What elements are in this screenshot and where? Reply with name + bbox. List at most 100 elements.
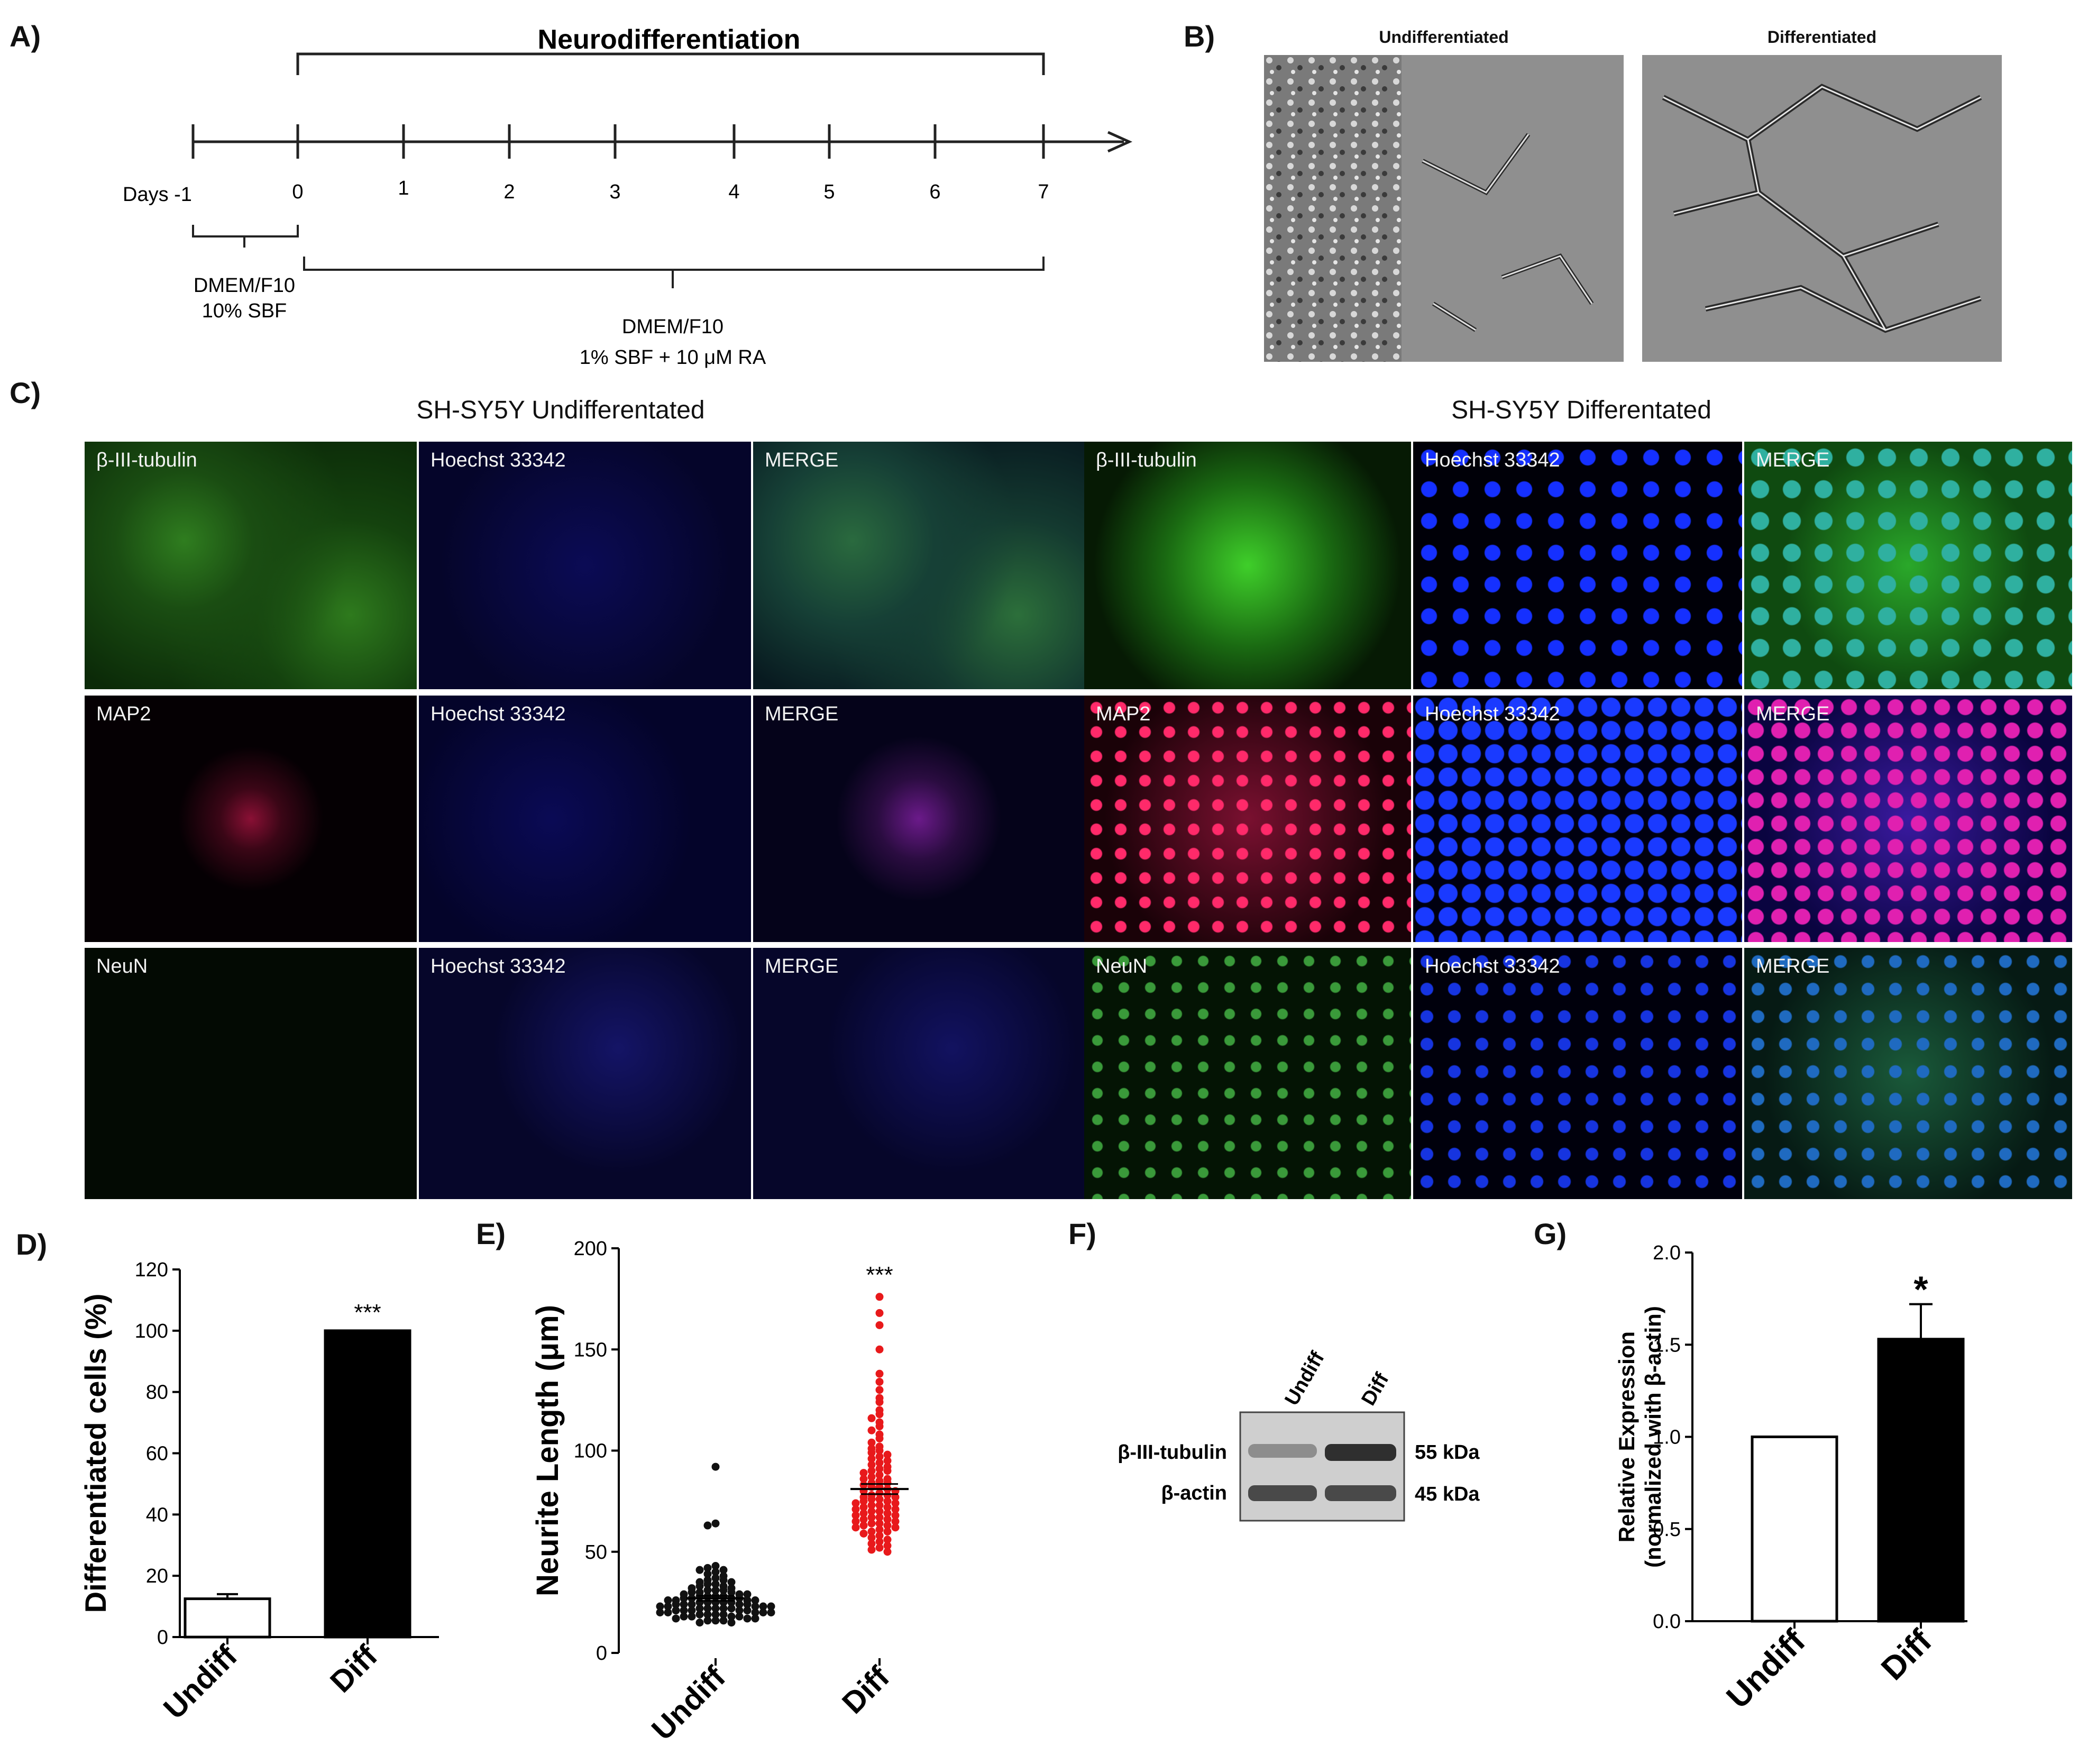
data-point	[664, 1608, 672, 1616]
data-point	[656, 1608, 664, 1616]
data-point	[711, 1574, 720, 1582]
data-point	[859, 1475, 868, 1483]
data-point	[883, 1528, 892, 1535]
data-point	[867, 1467, 876, 1475]
y-tick-label: 100	[135, 1320, 168, 1342]
micrograph-tile: MERGE	[1744, 948, 2072, 1199]
panel-a-label: A)	[10, 20, 41, 53]
data-point	[759, 1602, 767, 1611]
data-point	[859, 1503, 868, 1512]
data-point	[703, 1521, 712, 1530]
y-tick-label: 0.0	[1653, 1611, 1681, 1633]
micrograph-tile: NeuN	[1084, 948, 1411, 1199]
data-point	[695, 1604, 704, 1613]
data-point	[875, 1465, 884, 1473]
data-point	[711, 1562, 720, 1570]
data-point	[875, 1501, 884, 1510]
x-tick-label: Diff	[1874, 1623, 1939, 1687]
band-tubulin-label: β-III-tubulin	[1118, 1441, 1227, 1464]
y-tick-label: 1.5	[1653, 1334, 1681, 1356]
data-point	[867, 1455, 876, 1463]
x-tick-label: Undiff	[645, 1660, 732, 1745]
data-point	[883, 1503, 892, 1512]
data-point	[767, 1602, 775, 1611]
data-point	[751, 1596, 759, 1605]
data-point	[680, 1594, 688, 1603]
data-point	[735, 1612, 744, 1621]
y-tick-label: 20	[146, 1565, 168, 1587]
immunofluorescence-grid: β-III-tubulin Hoechst 33342 MERGE β-III-tub…	[85, 442, 2073, 1199]
micrograph-label: β-III-tubulin	[1096, 449, 1197, 471]
x-tick-label: Diff	[836, 1660, 896, 1721]
data-point	[664, 1596, 672, 1605]
y-tick-label: 120	[135, 1259, 168, 1281]
data-point	[867, 1546, 876, 1554]
data-point	[672, 1600, 680, 1608]
micrograph-tile: MERGE	[1744, 696, 2072, 942]
data-point	[875, 1309, 884, 1317]
medium2-line2: 1% SBF + 10 μM RA	[580, 346, 766, 369]
chart-e-neurite-length: 0 50 100 150 200 Neurite Length (μm) Undiff Dif…	[530, 1238, 909, 1745]
day-label: 4	[728, 181, 739, 203]
micrograph-tile: Hoechst 33342	[419, 442, 751, 689]
data-point	[703, 1586, 712, 1594]
data-point	[743, 1590, 752, 1598]
data-point	[711, 1463, 720, 1471]
data-point	[695, 1566, 704, 1574]
data-point	[883, 1509, 892, 1518]
chart-g-relative-expression: 0.0 0.5 1.0 1.5 2.0 Relative Expression (norma…	[1614, 1242, 1967, 1716]
data-point	[859, 1497, 868, 1505]
data-point	[727, 1578, 736, 1586]
y-tick-label: 0	[157, 1626, 168, 1649]
data-point	[875, 1458, 884, 1467]
data-point	[664, 1602, 672, 1611]
y-tick-label: 40	[146, 1504, 168, 1526]
data-point	[891, 1505, 900, 1513]
phase-undiff-title: Undifferentiated	[1379, 28, 1509, 47]
differentiated-title: SH-SY5Y Differentated	[1451, 396, 1711, 424]
data-point	[875, 1525, 884, 1534]
micrograph-label: MERGE	[765, 449, 839, 471]
day-label: 3	[609, 181, 620, 203]
data-point	[867, 1414, 876, 1422]
micrograph-label: MERGE	[1756, 449, 1830, 471]
data-point	[703, 1610, 712, 1619]
long-bracket	[303, 257, 1045, 288]
micrograph-tile: β-III-tubulin	[1084, 442, 1411, 689]
lane-undiff-label: Undiff	[1280, 1348, 1329, 1409]
day-label: 7	[1038, 181, 1049, 203]
data-point	[867, 1539, 876, 1548]
data-point	[875, 1470, 884, 1479]
data-point	[891, 1517, 900, 1525]
micrograph-tile: MAP2	[85, 696, 417, 942]
y-tick-label: 100	[574, 1440, 607, 1463]
data-point	[867, 1528, 876, 1535]
data-point	[883, 1467, 892, 1475]
data-point	[867, 1495, 876, 1503]
western-blot: Undiff Diff β-III-tubulin β-actin 55 kDa…	[1118, 1348, 1480, 1522]
day-label: 6	[929, 181, 940, 203]
data-point	[891, 1493, 900, 1501]
neurodiff-bracket	[296, 52, 1045, 75]
band-actin-diff	[1325, 1485, 1396, 1501]
micrograph-tile: Hoechst 33342	[1413, 948, 1742, 1199]
data-point	[875, 1434, 884, 1443]
y-tick-label: 150	[574, 1339, 607, 1361]
data-point	[875, 1447, 884, 1455]
size-55-label: 55 kDa	[1415, 1441, 1480, 1464]
phase-contrast-undifferentiated	[1264, 55, 1624, 362]
data-point	[891, 1523, 900, 1532]
data-point	[672, 1614, 680, 1623]
band-tubulin-diff	[1325, 1444, 1396, 1461]
data-point	[851, 1511, 860, 1520]
data-point	[883, 1450, 892, 1459]
y-axis-label: Relative Expression	[1614, 1331, 1639, 1542]
data-point	[711, 1580, 720, 1588]
micrograph-label: MERGE	[1756, 955, 1830, 977]
data-point	[875, 1543, 884, 1552]
data-point	[851, 1517, 860, 1525]
data-point	[867, 1460, 876, 1469]
data-point	[859, 1515, 868, 1524]
data-point	[711, 1568, 720, 1576]
data-point	[867, 1501, 876, 1510]
